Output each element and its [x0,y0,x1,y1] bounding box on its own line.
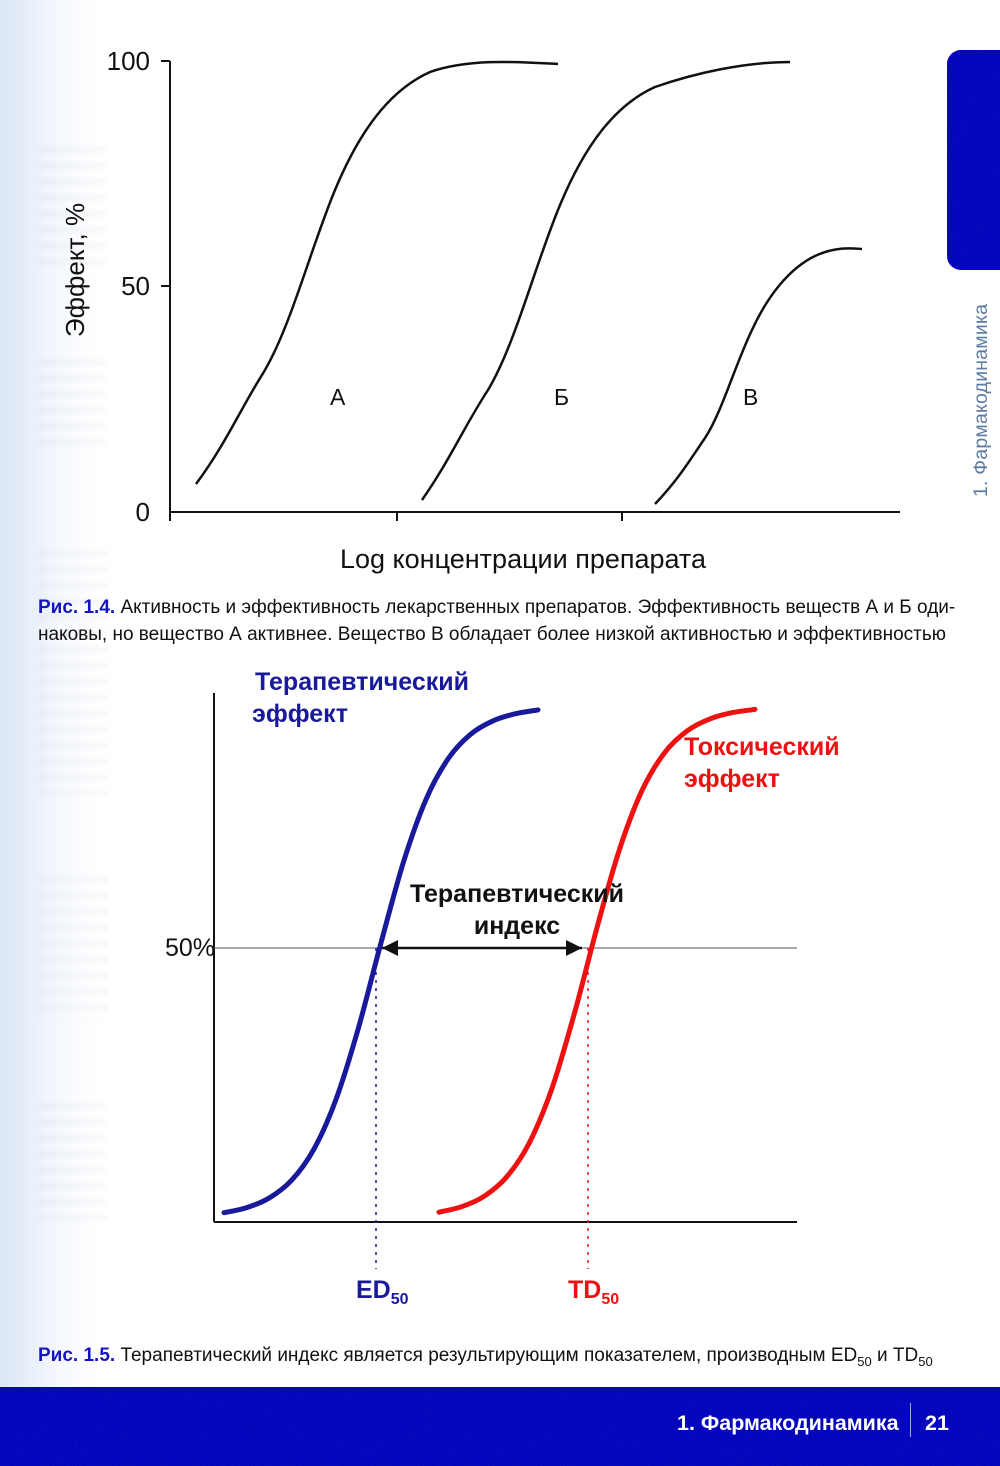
svg-text:ED50: ED50 [356,1276,409,1308]
svg-text:эффект: эффект [684,765,780,793]
svg-text:50: 50 [121,271,150,301]
svg-text:50%: 50% [165,934,215,962]
svg-text:Б: Б [554,384,569,410]
svg-text:A: A [330,384,346,410]
svg-text:эффект: эффект [252,700,348,728]
svg-text:0: 0 [136,497,150,527]
svg-text:индекс: индекс [474,912,560,940]
svg-text:Терапевтический: Терапевтический [410,880,624,908]
svg-text:Токсический: Токсический [684,733,840,761]
svg-text:100: 100 [107,46,150,76]
svg-text:Терапевтический: Терапевтический [255,668,469,696]
svg-text:В: В [743,384,758,410]
svg-text:TD50: TD50 [568,1276,619,1308]
